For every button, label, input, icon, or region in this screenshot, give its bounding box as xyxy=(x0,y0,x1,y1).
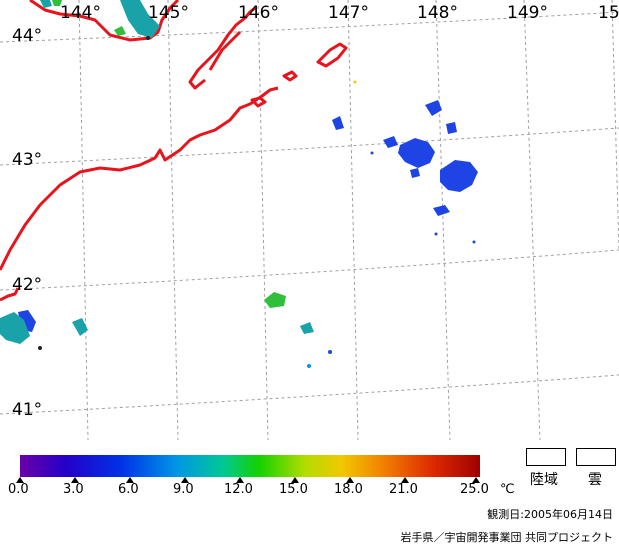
colorbar-label: 15.0 xyxy=(279,482,308,497)
lat-label-44: 44° xyxy=(12,26,43,46)
colorbar-tick xyxy=(181,477,189,483)
sst-patch-blue xyxy=(433,205,450,216)
colorbar-label: 9.0 xyxy=(173,482,194,497)
sst-patch-teal xyxy=(300,322,314,334)
lon-label-144: 144° xyxy=(60,3,101,23)
colorbar-tick xyxy=(291,477,299,483)
lat-label-43: 43° xyxy=(12,150,43,170)
lat-label-42: 42° xyxy=(12,275,43,295)
colorbar-unit: ℃ xyxy=(500,482,515,497)
sst-patch-teal xyxy=(72,318,88,336)
colorbar-tick xyxy=(71,477,79,483)
cloud-legend-label: 雲 xyxy=(588,472,602,488)
sst-patch-blue xyxy=(332,116,344,130)
sst-patch-green xyxy=(52,0,62,6)
sst-patch-green xyxy=(264,292,286,308)
colorbar-label: 18.0 xyxy=(334,482,363,497)
colorbar-label: 21.0 xyxy=(389,482,418,497)
sst-patch-teal xyxy=(120,0,160,38)
colorbar-label: 25.0 xyxy=(460,482,489,497)
graticule xyxy=(0,0,619,440)
colorbar-tick xyxy=(401,477,409,483)
colorbar-tick xyxy=(16,477,24,483)
lon-label-146: 146° xyxy=(238,3,279,23)
colorbar-label: 12.0 xyxy=(224,482,253,497)
sst-patches xyxy=(0,0,478,368)
colorbar-label: 3.0 xyxy=(63,482,84,497)
lon-label-147: 147° xyxy=(328,3,369,23)
lon-label-149: 149° xyxy=(507,3,548,23)
sst-patch-blue xyxy=(398,138,435,168)
lon-label-150: 15 xyxy=(598,3,619,23)
observation-date: 観測日:2005年06月14日 xyxy=(487,508,613,521)
lon-label-148: 148° xyxy=(417,3,458,23)
colorbar-label: 6.0 xyxy=(118,482,139,497)
colorbar-tick xyxy=(346,477,354,483)
sst-patch-blue xyxy=(440,160,478,192)
cloud-legend-swatch xyxy=(576,448,616,466)
coastline xyxy=(0,0,348,302)
sst-map xyxy=(0,0,619,440)
land-legend-label: 陸域 xyxy=(530,472,558,488)
colorbar-tick xyxy=(472,477,480,483)
lat-label-41: 41° xyxy=(12,400,43,420)
sst-patch-blue xyxy=(446,122,457,134)
colorbar-label: 0.0 xyxy=(8,482,29,497)
sst-patch-green xyxy=(114,26,126,36)
lon-label-145: 145° xyxy=(148,3,189,23)
colorbar-tick xyxy=(236,477,244,483)
land-legend-swatch xyxy=(526,448,566,466)
temperature-colorbar xyxy=(20,455,480,477)
project-credit: 岩手県／宇宙開発事業団 共同プロジェクト xyxy=(400,531,614,544)
sst-patch-teal xyxy=(40,0,52,8)
colorbar-tick xyxy=(126,477,134,483)
sst-patch-blue xyxy=(425,100,442,116)
sst-patch-blue xyxy=(383,136,398,148)
sst-patch-teal xyxy=(0,312,30,344)
sst-patch-blue xyxy=(410,168,420,178)
colorbar-gradient xyxy=(20,455,480,477)
